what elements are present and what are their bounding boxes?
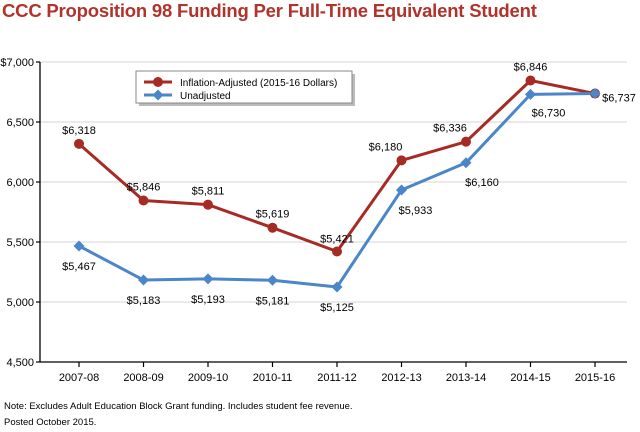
y-tick-label: 4,500 [6, 357, 34, 369]
legend-label: Inflation-Adjusted (2015-16 Dollars) [180, 78, 337, 89]
x-tick-label: 2010-11 [253, 372, 293, 384]
x-tick-label: 2008-09 [123, 372, 163, 384]
data-point [73, 240, 85, 252]
data-label: $6,160 [465, 177, 499, 189]
data-label: $5,846 [127, 181, 161, 193]
data-point [138, 274, 149, 286]
data-point [525, 88, 536, 100]
data-label: $5,193 [191, 294, 225, 306]
data-point [267, 274, 278, 286]
data-point [202, 273, 214, 285]
data-point [138, 195, 149, 206]
data-label: $6,737 [602, 93, 636, 105]
x-tick-label: 2009-10 [188, 372, 228, 384]
y-tick-label: $7,000 [0, 57, 34, 69]
x-tick-label: 2012-13 [381, 372, 421, 384]
data-point [525, 75, 536, 86]
data-point [332, 246, 342, 257]
data-point [461, 136, 471, 147]
data-point [203, 199, 213, 210]
data-label: $5,811 [192, 186, 225, 198]
data-point [267, 222, 278, 233]
legend-marker-icon [152, 89, 164, 101]
x-tick-label: 2011-12 [317, 372, 357, 384]
y-tick-label: 5,000 [6, 297, 34, 309]
chart-title: CCC Proposition 98 Funding Per Full-Time… [2, 0, 537, 21]
x-tick-label: 2014-15 [510, 372, 550, 384]
data-point [589, 88, 601, 100]
x-tick-label: 2007-08 [59, 372, 99, 384]
data-point [396, 184, 407, 196]
data-label: $5,619 [256, 209, 290, 221]
legend-marker-icon [153, 77, 163, 87]
legend-label: Unadjusted [180, 91, 231, 102]
y-tick-label: 6,500 [6, 117, 34, 129]
data-label: $5,933 [399, 205, 433, 217]
data-label: $5,181 [256, 295, 290, 307]
data-label: $6,318 [62, 125, 96, 137]
data-label: $5,125 [320, 302, 354, 314]
data-point [331, 281, 343, 293]
data-point [74, 138, 84, 149]
data-label: $5,421 [320, 233, 354, 245]
data-label: $6,730 [532, 107, 566, 119]
data-point [460, 157, 472, 169]
data-point [396, 155, 407, 166]
data-label: $6,846 [514, 61, 548, 73]
footnote: Note: Excludes Adult Education Block Gra… [4, 401, 353, 412]
y-tick-label: 6,000 [6, 177, 34, 189]
y-tick-label: 5,500 [6, 237, 34, 249]
data-label: $6,180 [369, 141, 403, 153]
data-label: $5,467 [62, 261, 96, 273]
data-label: $6,336 [433, 123, 467, 135]
legend [135, 70, 353, 104]
x-tick-label: 2015-16 [575, 372, 615, 384]
data-label: $5,183 [127, 295, 161, 307]
x-tick-label: 2013-14 [446, 372, 486, 384]
posted-date: Posted October 2015. [4, 417, 97, 428]
